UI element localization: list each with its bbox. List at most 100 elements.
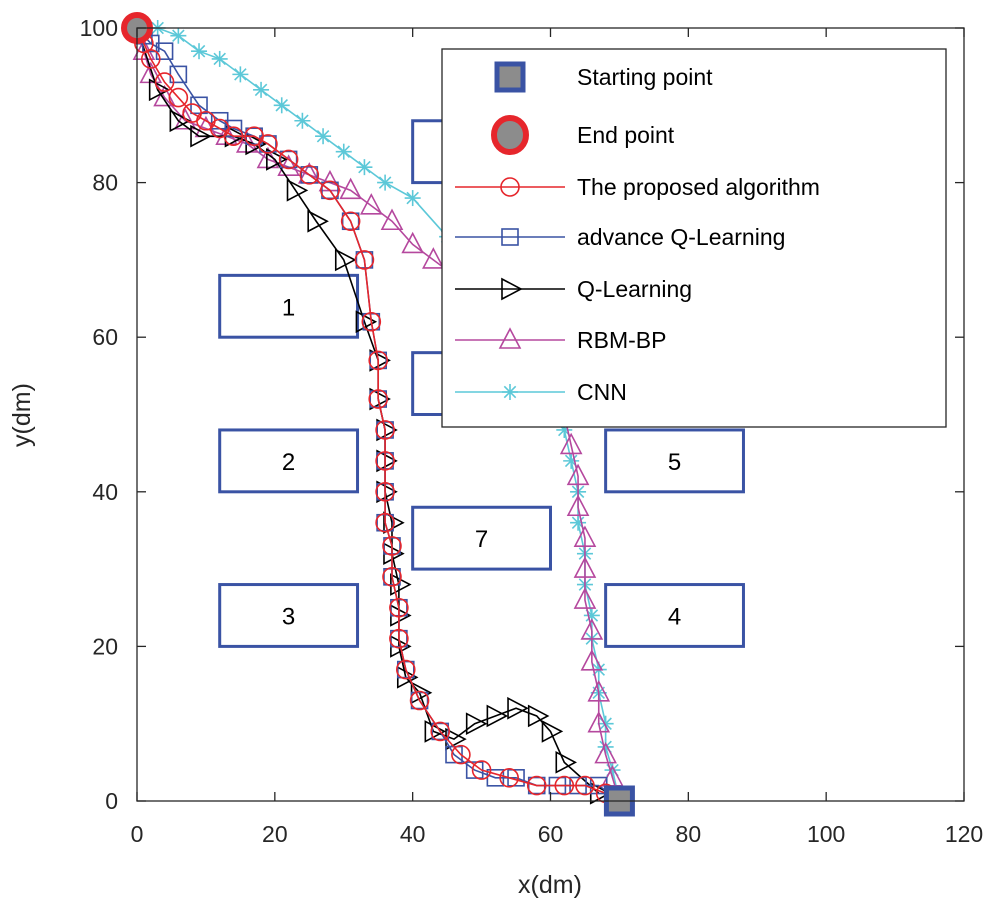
x-tick-label: 0 [131, 821, 144, 847]
obstacle-rect [218, 583, 360, 648]
data-point [559, 432, 583, 455]
data-point [173, 108, 197, 130]
data-point [335, 143, 352, 160]
obstacle-rect [218, 428, 360, 494]
data-point [361, 311, 382, 332]
data-point [307, 209, 329, 233]
x-tick-label: 20 [262, 821, 288, 847]
data-point [409, 690, 430, 711]
data-point [422, 247, 445, 269]
data-point [341, 212, 360, 231]
data-point [389, 628, 409, 649]
data-point [354, 250, 375, 270]
legend-marker [501, 277, 523, 301]
data-point [566, 463, 590, 486]
data-point [279, 150, 298, 169]
obstacle-label: 2 [282, 449, 295, 476]
data-point [527, 704, 550, 728]
data-point [169, 109, 192, 133]
x-tick-label: 100 [807, 821, 845, 847]
legend-item: Starting point [494, 61, 713, 93]
legend-label: Starting point [577, 64, 713, 90]
obstacle-2: 2 [218, 428, 360, 494]
data-point [340, 211, 361, 232]
data-point [401, 231, 424, 254]
data-point [451, 744, 471, 765]
data-point [211, 50, 228, 67]
y-tick-label: 60 [92, 324, 118, 350]
obstacle-label: 1 [282, 294, 295, 321]
data-point [410, 691, 429, 710]
legend-item: Q-Learning [455, 276, 692, 302]
data-point [190, 96, 208, 115]
data-point [355, 251, 374, 269]
data-point [380, 208, 404, 231]
legend-label: RBM-BP [577, 327, 666, 353]
data-point [486, 704, 509, 728]
legend-marker-shape [500, 177, 520, 197]
legend-item: advance Q-Learning [455, 224, 785, 250]
data-point [355, 310, 378, 334]
data-point [563, 452, 580, 469]
data-point [377, 174, 394, 191]
data-point [375, 481, 395, 502]
legend-swatch [494, 61, 526, 93]
legend-marker-shape [498, 327, 522, 349]
data-point [253, 81, 270, 98]
legend-label: advance Q-Learning [577, 224, 785, 250]
obstacle-rect [604, 428, 745, 494]
x-tick-label: 60 [538, 821, 564, 847]
data-point [334, 248, 357, 272]
data-point [573, 525, 597, 547]
data-point [580, 618, 604, 640]
legend-marker [500, 177, 520, 197]
data-point [573, 587, 597, 609]
obstacle-label: 4 [668, 603, 681, 630]
data-point [580, 649, 604, 671]
data-point [294, 112, 311, 129]
obstacle-label: 7 [475, 526, 488, 553]
data-point [395, 659, 416, 680]
data-point [554, 775, 575, 796]
data-point [471, 760, 492, 780]
data-point [382, 567, 402, 587]
y-axis-label: y(dm) [8, 383, 36, 447]
data-point [168, 87, 189, 108]
legend-label: Q-Learning [577, 276, 692, 302]
data-point [507, 696, 529, 720]
data-point [570, 514, 587, 531]
legend-item: End point [491, 115, 675, 155]
obstacle-5: 5 [604, 428, 745, 494]
data-point [278, 149, 299, 170]
data-point [232, 66, 249, 83]
y-tick-label: 40 [92, 479, 118, 505]
data-point [594, 741, 617, 764]
legend-label: The proposed algorithm [577, 174, 820, 200]
obstacle-3: 3 [218, 583, 360, 648]
data-point [575, 775, 595, 796]
data-point [368, 389, 389, 409]
data-point [541, 720, 564, 743]
data-point [368, 350, 389, 371]
obstacle-7: 7 [411, 505, 552, 571]
x-tick-label: 80 [676, 821, 702, 847]
data-point [499, 768, 519, 788]
data-point [375, 451, 395, 471]
data-point [170, 27, 187, 44]
data-point [362, 312, 381, 331]
y-tick-label: 0 [105, 788, 118, 814]
data-point [526, 775, 547, 796]
legend-label: End point [577, 122, 675, 148]
data-point [273, 97, 290, 114]
data-point [191, 43, 208, 60]
data-point [375, 512, 395, 533]
legend: Starting point End point The proposed algo… [441, 48, 947, 428]
legend-label: CNN [577, 379, 627, 405]
legend-marker-shape [501, 277, 523, 301]
data-point [424, 720, 447, 743]
data-point [404, 190, 421, 207]
data-point [587, 710, 611, 733]
data-point [566, 494, 590, 517]
data-point [389, 597, 409, 618]
series-line [136, 27, 600, 794]
